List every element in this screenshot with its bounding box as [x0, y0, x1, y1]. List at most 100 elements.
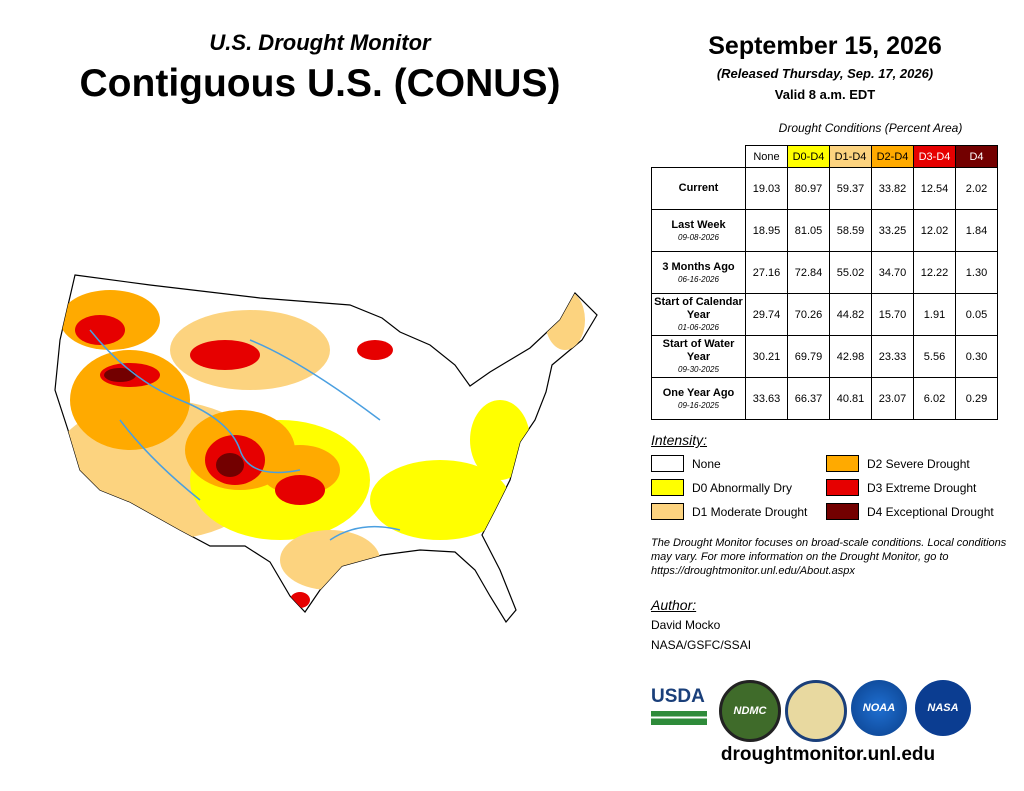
ndmc-logo: NDMC: [719, 680, 781, 742]
nasa-logo: NASA: [915, 680, 971, 736]
date: September 15, 2026: [708, 32, 942, 60]
legend-item: D1 Moderate Drought: [651, 503, 807, 520]
cell: 23.33: [871, 335, 914, 378]
legend-swatch: [651, 455, 684, 472]
cell: 55.02: [829, 251, 872, 294]
table-caption: Drought Conditions (Percent Area): [778, 121, 963, 135]
cell: 72.84: [787, 251, 830, 294]
valid-time: Valid 8 a.m. EDT: [774, 87, 876, 102]
legend-label: D2 Severe Drought: [867, 456, 970, 471]
row-name: 3 Months Ago: [662, 260, 735, 273]
column-header: D4: [955, 145, 998, 168]
cell: 58.59: [829, 209, 872, 252]
column-header: D3-D4: [913, 145, 956, 168]
row-name: Start of Calendar Year: [654, 296, 743, 321]
legend-label: D0 Abnormally Dry: [692, 480, 793, 495]
cell: 18.95: [745, 209, 788, 252]
cell: 15.70: [871, 293, 914, 336]
column-header: D1-D4: [829, 145, 872, 168]
cell: 33.82: [871, 167, 914, 210]
legend-item: D2 Severe Drought: [826, 455, 970, 472]
row-label: Start of Water Year 09-30-2025: [651, 335, 746, 378]
cell: 0.05: [955, 293, 998, 336]
row-name: Current: [678, 182, 719, 194]
cell: 44.82: [829, 293, 872, 336]
table-row: Current 19.03 80.97 59.37 33.82 12.54 2.02: [651, 167, 998, 210]
cell: 59.37: [829, 167, 872, 210]
corner: [651, 145, 746, 168]
cell: 1.84: [955, 209, 998, 252]
table-row: One Year Ago 09-16-2025 33.63 66.37 40.81 23.…: [651, 377, 998, 420]
author-org: NASA/GSFC/SSAI: [651, 638, 752, 652]
logo-bars: [651, 711, 707, 725]
legend-label: D4 Exceptional Drought: [867, 504, 994, 519]
logo-text: USDA: [651, 686, 705, 707]
legend-swatch: [826, 479, 859, 496]
column-header: None: [745, 145, 788, 168]
legend-item: D4 Exceptional Drought: [826, 503, 994, 520]
legend-label: D3 Extreme Drought: [867, 480, 977, 495]
note: The Drought Monitor focuses on broad-sca…: [651, 537, 1007, 577]
cell: 19.03: [745, 167, 788, 210]
row-label: 3 Months Ago 06-16-2026: [651, 251, 746, 294]
table-row: Start of Calendar Year 01-06-2026 29.74 70.…: [651, 293, 998, 336]
cell: 40.81: [829, 377, 872, 420]
row-label: Current: [651, 167, 746, 210]
author-title: Author:: [651, 597, 697, 613]
subtitle: U.S. Drought Monitor: [209, 30, 431, 55]
row-name: Last Week: [671, 218, 726, 231]
cell: 29.74: [745, 293, 788, 336]
legend-label: D1 Moderate Drought: [692, 504, 808, 519]
cell: 34.70: [871, 251, 914, 294]
cell: 81.05: [787, 209, 830, 252]
conditions-table: None D0-D4 D1-D4 D2-D4 D3-D4 D4 Current 19.03 80…: [651, 145, 998, 420]
cell: 0.30: [955, 335, 998, 378]
released: (Released Thursday, Sep. 17, 2026): [716, 66, 934, 81]
cell: 5.56: [913, 335, 956, 378]
cell: 12.54: [913, 167, 956, 210]
row-name: One Year Ago: [662, 386, 735, 399]
cell: 66.37: [787, 377, 830, 420]
cell: 42.98: [829, 335, 872, 378]
legend-label: None: [692, 456, 721, 471]
table-row: 3 Months Ago 06-16-2026 27.16 72.84 55.02 34.…: [651, 251, 998, 294]
cell: 12.02: [913, 209, 956, 252]
cell: 6.02: [913, 377, 956, 420]
row-name: Start of Water Year: [662, 338, 735, 363]
row-date: 06-16-2026: [678, 274, 719, 284]
row-date: 09-08-2026: [678, 232, 719, 242]
table-row: Last Week 09-08-2026 18.95 81.05 58.59 33.25 1…: [651, 209, 998, 252]
row-date: 09-16-2025: [678, 400, 719, 410]
legend-title: Intensity:: [651, 432, 708, 448]
cell: 1.91: [913, 293, 956, 336]
usda-logo: USDA: [651, 686, 707, 728]
legend-item: None: [651, 455, 721, 472]
legend-swatch: [651, 479, 684, 496]
row-date: 09-30-2025: [678, 365, 719, 374]
row-label: One Year Ago 09-16-2025: [651, 377, 746, 420]
row-label: Start of Calendar Year 01-06-2026: [651, 293, 746, 336]
map: [54, 274, 598, 624]
row-date: 01-06-2026: [678, 323, 719, 332]
cell: 69.79: [787, 335, 830, 378]
column-header: D0-D4: [787, 145, 830, 168]
cell: 23.07: [871, 377, 914, 420]
url: droughtmonitor.unl.edu: [720, 744, 936, 765]
legend-swatch: [651, 503, 684, 520]
column-header: D2-D4: [871, 145, 914, 168]
cell: 12.22: [913, 251, 956, 294]
row-label: Last Week 09-08-2026: [651, 209, 746, 252]
cell: 33.63: [745, 377, 788, 420]
cell: 70.26: [787, 293, 830, 336]
legend-swatch: [826, 503, 859, 520]
legend-item: D0 Abnormally Dry: [651, 479, 792, 496]
cell: 0.29: [955, 377, 998, 420]
cell: 2.02: [955, 167, 998, 210]
cell: 1.30: [955, 251, 998, 294]
cell: 33.25: [871, 209, 914, 252]
author-name: David Mocko: [651, 618, 721, 632]
legend-item: D3 Extreme Drought: [826, 479, 976, 496]
cell: 27.16: [745, 251, 788, 294]
table-row: Start of Water Year 09-30-2025 30.21 69.79 4…: [651, 335, 998, 378]
